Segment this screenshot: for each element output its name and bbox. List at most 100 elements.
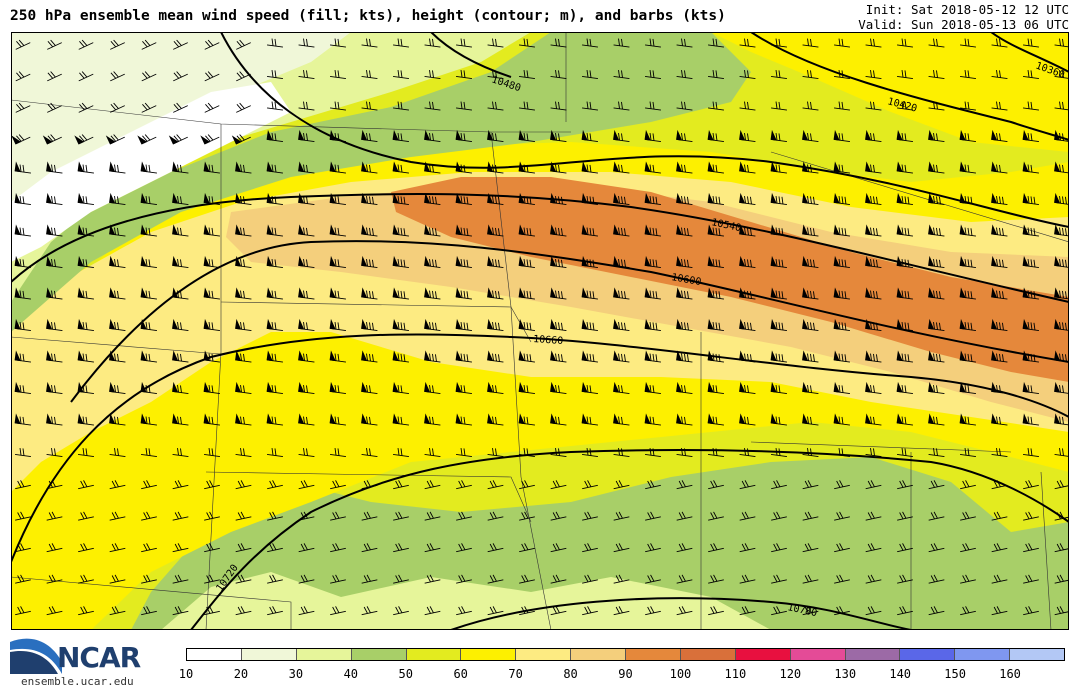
- valid-time: Valid: Sun 2018-05-13 06 UTC: [858, 17, 1069, 32]
- wind-barb: [739, 38, 756, 48]
- wind-barb: [14, 255, 31, 269]
- wind-barb: [109, 606, 126, 616]
- wind-barb: [456, 511, 472, 521]
- colorbar-label: 120: [779, 667, 802, 681]
- wind-barb: [613, 38, 630, 48]
- colorbar-label: 160: [999, 667, 1021, 681]
- colorbar-label: 40: [343, 667, 359, 681]
- wind-barb: [424, 511, 441, 521]
- colorbar-label: 70: [508, 667, 523, 681]
- wind-barb: [739, 101, 756, 111]
- wind-barb: [771, 480, 787, 490]
- wind-barb: [550, 606, 567, 616]
- wind-barb: [361, 447, 378, 458]
- wind-barb: [644, 287, 661, 300]
- wind-barb: [140, 381, 157, 395]
- wind-barb: [896, 381, 913, 395]
- wind-barb: [266, 192, 283, 206]
- wind-barb: [329, 129, 346, 143]
- wind-barb: [141, 102, 157, 113]
- wind-barb: [739, 161, 756, 174]
- wind-barb: [582, 543, 598, 553]
- wind-barb: [928, 543, 945, 553]
- wind-barb: [140, 255, 157, 269]
- chart-title: 250 hPa ensemble mean wind speed (fill; …: [10, 8, 726, 24]
- wind-barb: [298, 447, 315, 458]
- map-panel: 10360 10420 10480 10540 10600 10660 1072…: [11, 32, 1069, 630]
- wind-barb: [771, 543, 787, 553]
- colorbar-segment: [900, 649, 956, 660]
- wind-barb: [1054, 255, 1069, 269]
- wind-barb: [172, 543, 189, 553]
- wind-barb: [519, 447, 535, 458]
- wind-barb: [802, 38, 819, 48]
- wind-barb: [298, 192, 315, 206]
- wind-barb: [14, 224, 31, 237]
- wind-barb: [361, 574, 378, 584]
- wind-barb: [298, 318, 315, 332]
- band-40-50-south: [131, 457, 1069, 630]
- colorbar-label: 10: [178, 667, 194, 681]
- wind-barb: [739, 350, 756, 363]
- wind-barb: [110, 71, 125, 82]
- wind-barb: [676, 224, 693, 237]
- wind-barb: [644, 318, 661, 332]
- wind-barb: [802, 192, 819, 206]
- wind-barb: [78, 102, 94, 113]
- wind-barb: [46, 543, 63, 553]
- wind-barb: [329, 287, 346, 300]
- wind-barb: [173, 71, 188, 82]
- colorbar-label: 140: [889, 667, 912, 681]
- wind-barb: [267, 606, 283, 616]
- wind-barb: [959, 161, 976, 174]
- contour-label-10600: 10600: [670, 272, 702, 288]
- wind-barb: [235, 381, 252, 395]
- wind-barb: [140, 350, 157, 363]
- wind-barb: [519, 101, 535, 111]
- wind-barb: [928, 511, 945, 521]
- wind-barb: [141, 574, 157, 584]
- wind-barb: [329, 350, 346, 363]
- wind-barb: [582, 511, 598, 521]
- wind-barb: [645, 543, 661, 553]
- wind-barb: [896, 350, 913, 363]
- wind-barb: [15, 543, 31, 553]
- wind-barb: [266, 381, 283, 395]
- wind-barb: [424, 381, 441, 395]
- wind-barb: [581, 287, 598, 300]
- wind-barbs: [11, 38, 1069, 616]
- wind-barb: [77, 318, 94, 332]
- wind-barb: [109, 287, 126, 300]
- wind-barb: [78, 480, 94, 490]
- wind-barb: [1023, 511, 1039, 521]
- wind-barb: [960, 511, 976, 521]
- wind-barb: [833, 318, 850, 332]
- wind-barb: [330, 543, 346, 553]
- wind-barb: [361, 287, 378, 300]
- band-80-90: [226, 187, 1069, 422]
- wind-barb: [644, 161, 661, 174]
- wind-barb: [140, 192, 157, 206]
- wind-barb: [645, 447, 661, 458]
- wind-map: 10360 10420 10480 10540 10600 10660 1072…: [11, 32, 1069, 630]
- wind-barb: [455, 161, 472, 174]
- wind-barb: [424, 224, 441, 237]
- wind-barb: [739, 69, 756, 80]
- wind-barb: [267, 38, 283, 48]
- wind-barb: [11, 134, 31, 145]
- wind-barb: [424, 574, 441, 584]
- wind-barb: [613, 381, 630, 395]
- contour-10600: [70, 240, 1069, 403]
- wind-barb: [235, 161, 252, 174]
- wind-barb: [109, 192, 126, 206]
- wind-barb: [613, 447, 630, 458]
- wind-barb: [865, 381, 882, 395]
- colorbar-label: 110: [724, 667, 747, 681]
- wind-barb: [897, 574, 913, 584]
- wind-barb: [991, 318, 1008, 332]
- wind-barb: [14, 350, 31, 363]
- wind-barb: [235, 192, 252, 206]
- wind-barb: [613, 161, 630, 174]
- wind-barb: [14, 287, 31, 300]
- wind-barb: [991, 381, 1008, 395]
